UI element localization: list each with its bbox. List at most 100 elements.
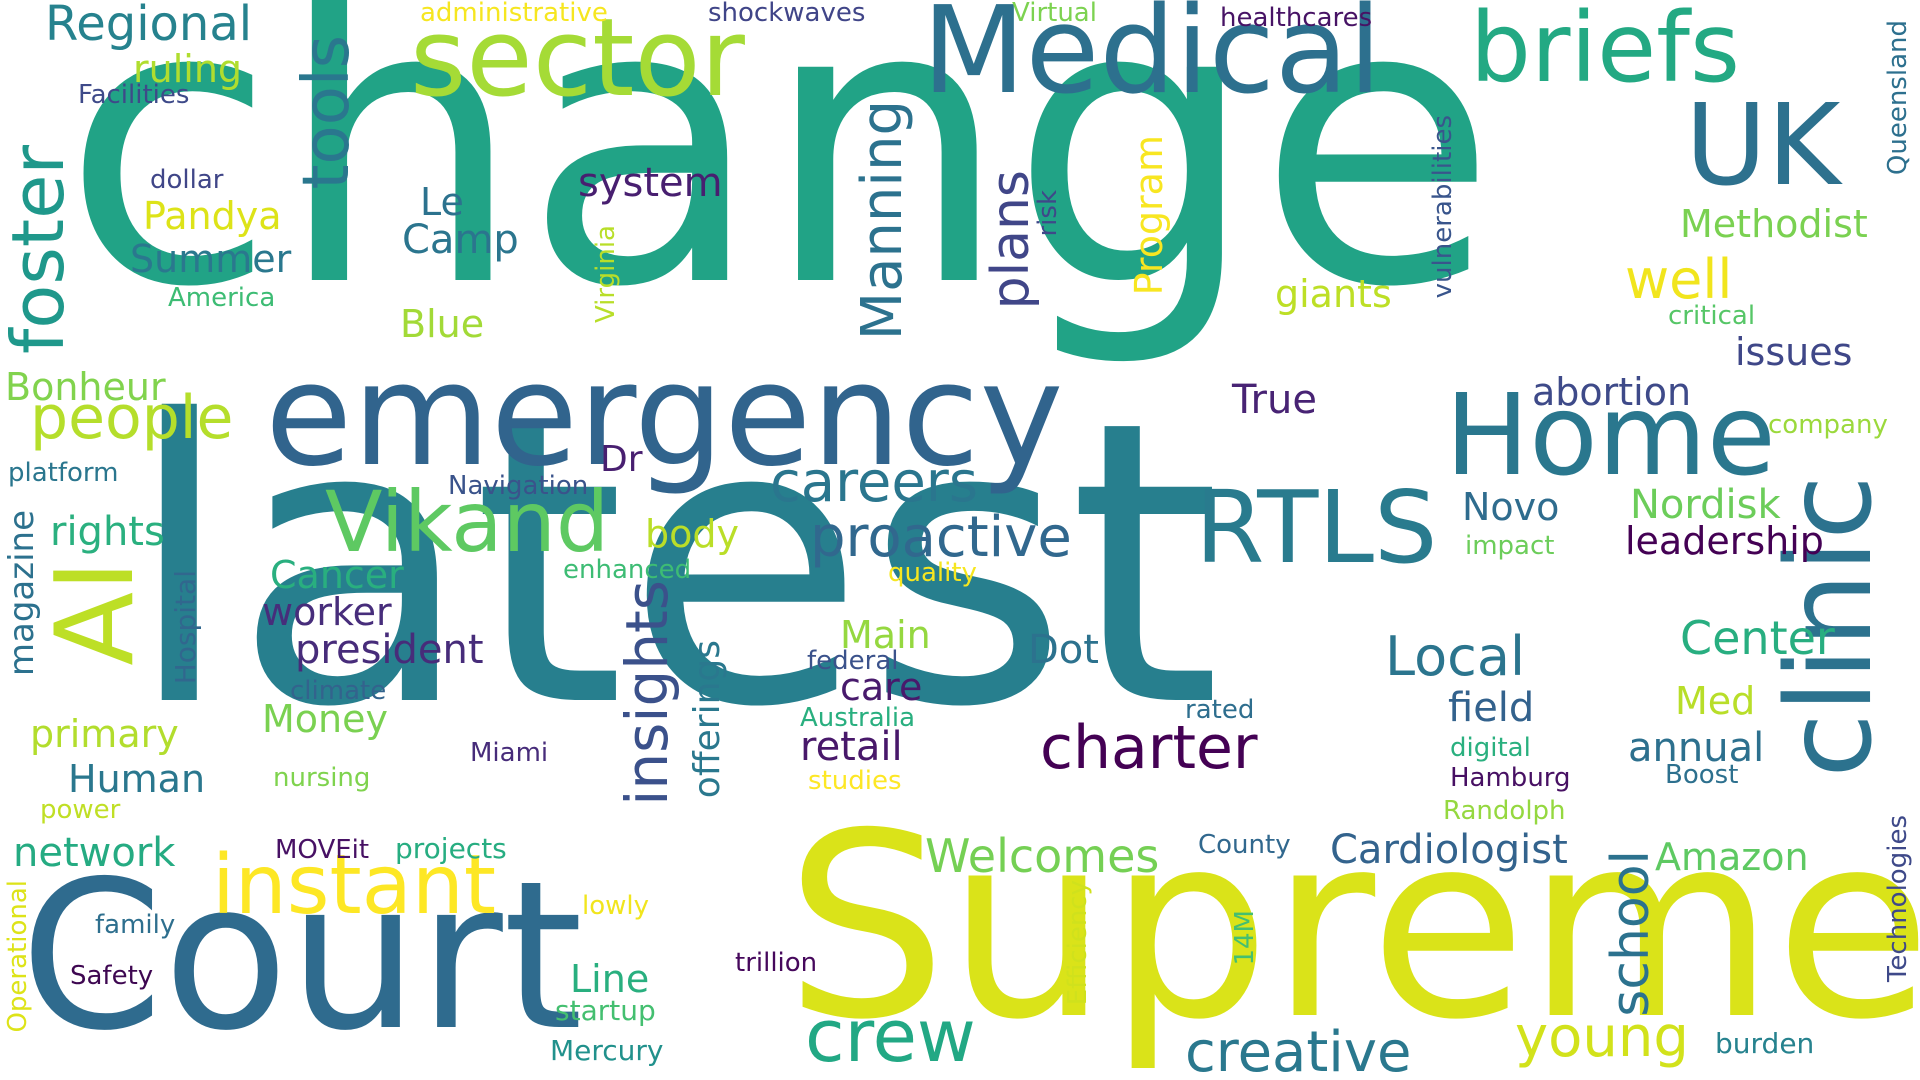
- word-rated: rated: [1185, 695, 1255, 725]
- word-cancer: Cancer: [270, 553, 404, 597]
- word-home: Home: [1445, 371, 1776, 501]
- word-field: field: [1448, 685, 1535, 731]
- word-shockwaves: shockwaves: [708, 0, 866, 28]
- word-careers: careers: [770, 450, 979, 515]
- word-system: system: [578, 160, 723, 206]
- word-bonheur: Bonheur: [5, 365, 166, 409]
- word-quality: quality: [888, 558, 977, 588]
- word-well: well: [1625, 248, 1733, 311]
- word-lowly: lowly: [582, 891, 650, 921]
- word-center: Center: [1680, 611, 1835, 665]
- word-charter: charter: [1040, 713, 1258, 783]
- word-power: power: [40, 795, 121, 825]
- word-trillion: trillion: [735, 948, 818, 978]
- word-cardiologist: Cardiologist: [1330, 827, 1568, 873]
- word-court: Court: [20, 838, 584, 1076]
- word-ruling: ruling: [133, 47, 243, 91]
- word-insights: insights: [613, 580, 681, 806]
- word-proactive: proactive: [810, 505, 1072, 570]
- word-dot: Dot: [1028, 627, 1099, 673]
- word-people: people: [30, 383, 234, 453]
- word-regional: Regional: [45, 0, 253, 52]
- word-giants: giants: [1275, 272, 1392, 316]
- word-virtual: Virtual: [1012, 0, 1097, 28]
- word-rights: rights: [50, 509, 165, 555]
- word-australia: Australia: [800, 703, 916, 733]
- word-technologies: Technologies: [1883, 815, 1913, 983]
- word-briefs: briefs: [1470, 0, 1740, 104]
- word-enhanced: enhanced: [563, 555, 692, 585]
- word-impact: impact: [1465, 531, 1555, 561]
- word-federal: federal: [807, 646, 899, 676]
- word-main: Main: [840, 613, 931, 657]
- word-methodist: Methodist: [1680, 202, 1868, 246]
- word-president: president: [295, 627, 484, 673]
- word-annual: annual: [1628, 725, 1765, 771]
- word-primary: primary: [30, 712, 179, 756]
- word-company: company: [1768, 410, 1888, 440]
- word-nordisk: Nordisk: [1630, 482, 1781, 528]
- word-med: Med: [1675, 679, 1756, 723]
- word-money: Money: [262, 697, 388, 741]
- word-blue: Blue: [400, 302, 485, 346]
- word-network: network: [13, 830, 176, 876]
- word-uk: UK: [1685, 81, 1841, 211]
- word-platform: platform: [8, 458, 119, 488]
- word-safety: Safety: [70, 961, 154, 991]
- word-crew: crew: [805, 994, 976, 1078]
- word-administrative: administrative: [420, 0, 608, 28]
- word-randolph: Randolph: [1443, 796, 1566, 826]
- word-efficiency: Efficiency: [1063, 880, 1093, 1006]
- word-issues: issues: [1735, 330, 1853, 374]
- word-sector: sector: [410, 0, 745, 121]
- word-climate: climate: [290, 676, 387, 706]
- word-dollar: dollar: [150, 165, 224, 195]
- word-tools: tools: [290, 35, 364, 190]
- word-risk: risk: [1033, 190, 1063, 237]
- word-instant: instant: [212, 838, 496, 933]
- word-critical: critical: [1668, 301, 1756, 331]
- word-amazon: Amazon: [1655, 835, 1809, 879]
- word-true: True: [1232, 377, 1317, 423]
- word-miami: Miami: [470, 738, 549, 768]
- word-human: Human: [68, 757, 206, 801]
- word-facilities: Facilities: [78, 80, 190, 110]
- word-pandya: Pandya: [143, 194, 282, 238]
- word-manning: Manning: [850, 100, 915, 341]
- word-abortion: abortion: [1532, 370, 1692, 414]
- word-care: care: [840, 665, 923, 709]
- word-vikand: Vikand: [325, 473, 610, 571]
- word-hamburg: Hamburg: [1450, 763, 1571, 793]
- word-latest: latest: [125, 338, 1222, 792]
- word-local: Local: [1385, 625, 1525, 688]
- word-projects: projects: [395, 832, 507, 865]
- word-navigation: Navigation: [448, 471, 589, 501]
- word-supreme: Supreme: [785, 779, 1920, 1076]
- word-virginia: Virginia: [591, 225, 621, 324]
- word-rtls: RTLS: [1195, 469, 1438, 586]
- word-hospital: Hospital: [169, 570, 202, 685]
- word-healthcares: healthcares: [1220, 3, 1373, 33]
- word-program: Program: [1127, 135, 1171, 296]
- word-studies: studies: [808, 766, 902, 796]
- word-queensland: Queensland: [1883, 20, 1913, 176]
- word-leadership: leadership: [1625, 519, 1824, 563]
- word-school: school: [1601, 850, 1661, 1017]
- word-dr: Dr: [600, 439, 643, 480]
- word-startup: startup: [555, 994, 656, 1027]
- word-le: Le: [420, 180, 464, 224]
- word-offerings: offerings: [687, 640, 728, 799]
- word-camp: Camp: [402, 217, 519, 263]
- word-emergency: emergency: [265, 333, 1064, 498]
- word-nursing: nursing: [273, 763, 371, 793]
- word-novo: Novo: [1462, 485, 1560, 529]
- word-boost: Boost: [1665, 760, 1739, 790]
- word-vulnerabilities: vulnerabilities: [1428, 115, 1458, 299]
- word-retail: retail: [800, 724, 903, 770]
- word-america: America: [168, 283, 276, 313]
- word-family: family: [95, 910, 176, 940]
- word-worker: worker: [262, 590, 392, 634]
- word-magazine: magazine: [2, 510, 42, 677]
- word-plans: plans: [981, 170, 1041, 310]
